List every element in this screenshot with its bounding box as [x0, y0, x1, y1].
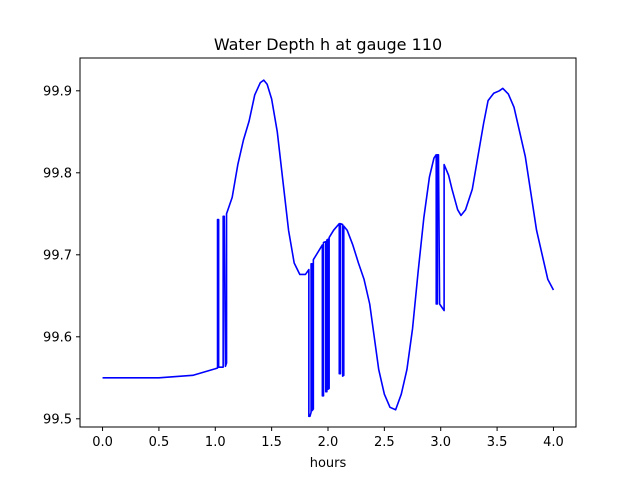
- x-tick-label: 2.0: [318, 435, 339, 450]
- chart-title: Water Depth h at gauge 110: [214, 35, 442, 54]
- plot-area: [102, 79, 555, 418]
- x-tick-label: 4.0: [543, 435, 564, 450]
- series-line-0: [102, 79, 555, 418]
- x-tick-label: 2.5: [374, 435, 395, 450]
- y-tick-label: 99.9: [43, 84, 72, 99]
- x-tick-label: 3.5: [487, 435, 508, 450]
- y-tick-label: 99.5: [43, 412, 72, 427]
- x-tick-label: 0.0: [92, 435, 113, 450]
- x-tick-label: 3.0: [430, 435, 451, 450]
- x-tick-label: 1.0: [205, 435, 226, 450]
- axes: 0.0 0.5 1.0 1.5 2.0 2.5 3.0 3.5 4.0 99.5 99.6 99.7 9…: [43, 57, 577, 450]
- y-tick-label: 99.8: [43, 166, 72, 181]
- x-tick-label: 0.5: [149, 435, 170, 450]
- y-tick-label: 99.7: [43, 248, 72, 263]
- x-tick-label: 1.5: [261, 435, 282, 450]
- y-tick-label: 99.6: [43, 330, 72, 345]
- x-axis-label: hours: [310, 456, 347, 471]
